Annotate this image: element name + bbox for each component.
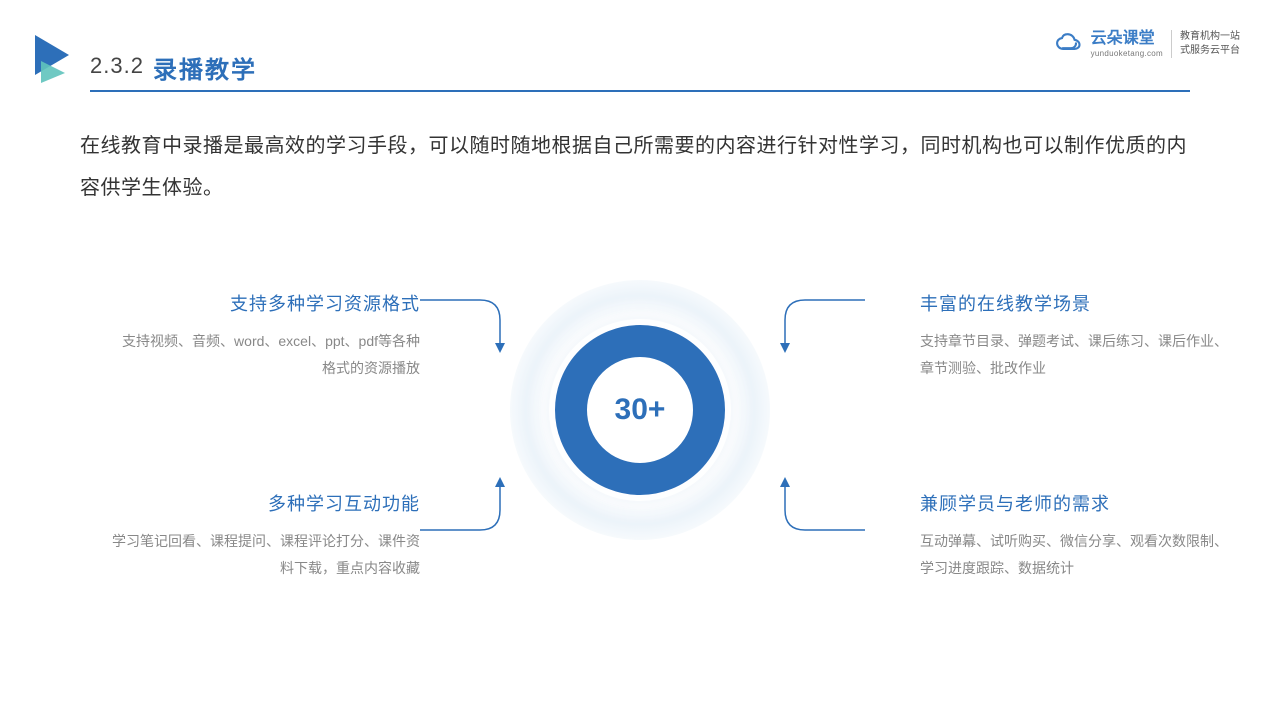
feature-top-right: 丰富的在线教学场景 支持章节目录、弹题考试、课后练习、课后作业、章节测验、批改作… xyxy=(920,290,1230,381)
intro-paragraph: 在线教育中录播是最高效的学习手段，可以随时随地根据自己所需要的内容进行针对性学习… xyxy=(80,125,1200,209)
feature-title: 丰富的在线教学场景 xyxy=(920,290,1230,316)
brand-url: yunduoketang.com xyxy=(1091,49,1163,58)
feature-title: 支持多种学习资源格式 xyxy=(110,290,420,316)
feature-desc: 支持视频、音频、word、excel、ppt、pdf等各种格式的资源播放 xyxy=(110,328,420,381)
feature-desc: 学习笔记回看、课程提问、课程评论打分、课件资料下载，重点内容收藏 xyxy=(110,528,420,581)
feature-bottom-right: 兼顾学员与老师的需求 互动弹幕、试听购买、微信分享、观看次数限制、学习进度跟踪、… xyxy=(920,490,1230,581)
center-stat-value: 30+ xyxy=(615,393,666,427)
brand-name: 云朵课堂 xyxy=(1091,31,1163,47)
feature-top-left: 支持多种学习资源格式 支持视频、音频、word、excel、ppt、pdf等各种… xyxy=(110,290,420,381)
brand-logo: 云朵课堂 yunduoketang.com 教育机构一站 式服务云平台 xyxy=(1055,30,1240,58)
feature-desc: 互动弹幕、试听购买、微信分享、观看次数限制、学习进度跟踪、数据统计 xyxy=(920,528,1230,581)
feature-desc: 支持章节目录、弹题考试、课后练习、课后作业、章节测验、批改作业 xyxy=(920,328,1230,381)
feature-title: 多种学习互动功能 xyxy=(110,490,420,516)
header-underline xyxy=(90,90,1190,92)
center-stat: 30+ xyxy=(510,280,770,540)
feature-title: 兼顾学员与老师的需求 xyxy=(920,490,1230,516)
section-title: 录播教学 xyxy=(153,50,257,85)
header-play-icon xyxy=(35,35,79,83)
section-number: 2.3.2 xyxy=(90,53,144,79)
brand-tagline: 教育机构一站 式服务云平台 xyxy=(1180,30,1240,58)
slide: 2.3.2 录播教学 云朵课堂 yunduoketang.com 教育机构一站 … xyxy=(0,0,1280,720)
cloud-icon xyxy=(1055,33,1083,55)
feature-bottom-left: 多种学习互动功能 学习笔记回看、课程提问、课程评论打分、课件资料下载，重点内容收… xyxy=(110,490,420,581)
logo-divider xyxy=(1171,30,1172,58)
